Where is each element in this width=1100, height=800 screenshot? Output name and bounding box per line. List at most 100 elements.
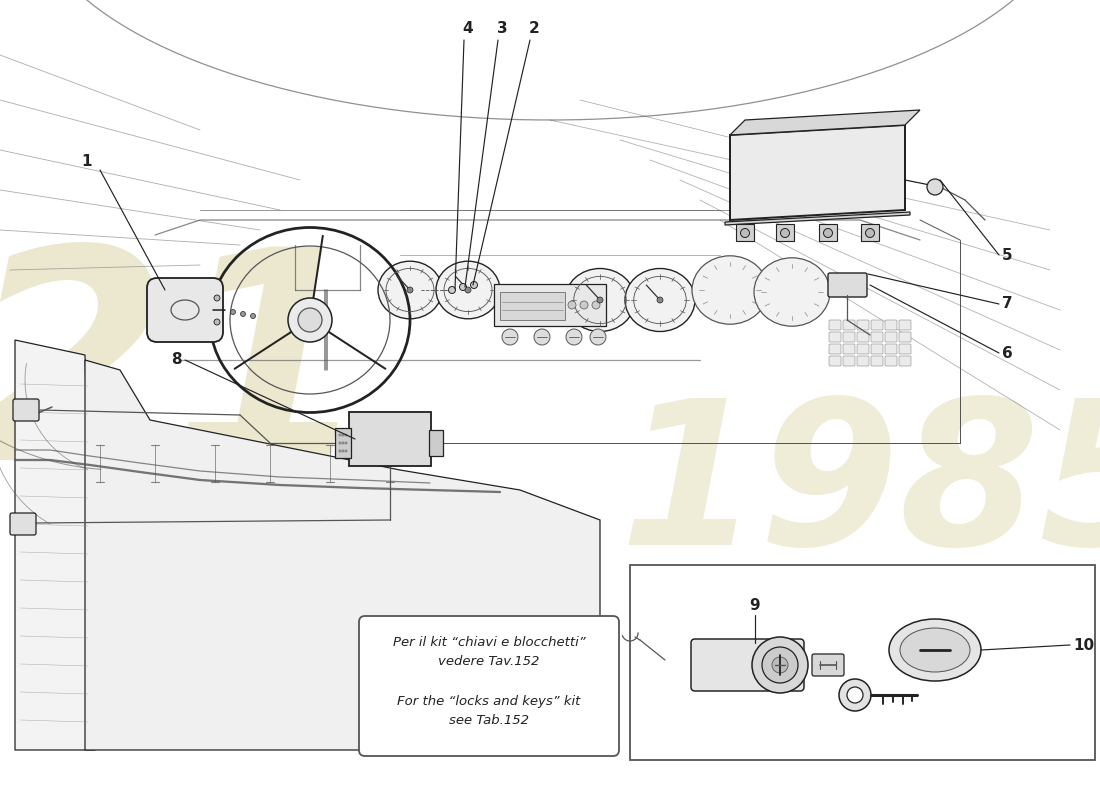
FancyBboxPatch shape — [843, 344, 855, 354]
FancyBboxPatch shape — [871, 332, 883, 342]
Ellipse shape — [565, 269, 635, 331]
Circle shape — [592, 301, 600, 309]
Circle shape — [344, 442, 348, 445]
FancyBboxPatch shape — [736, 224, 754, 241]
Ellipse shape — [889, 619, 981, 681]
Ellipse shape — [378, 261, 442, 318]
FancyBboxPatch shape — [336, 428, 351, 458]
FancyBboxPatch shape — [776, 224, 794, 241]
Circle shape — [580, 301, 588, 309]
FancyBboxPatch shape — [886, 344, 896, 354]
Circle shape — [866, 229, 874, 238]
FancyBboxPatch shape — [828, 273, 867, 297]
Circle shape — [214, 295, 220, 301]
Ellipse shape — [625, 269, 695, 331]
Ellipse shape — [436, 261, 500, 318]
Circle shape — [341, 442, 344, 445]
FancyBboxPatch shape — [871, 356, 883, 366]
Circle shape — [772, 657, 788, 673]
Circle shape — [460, 283, 466, 290]
Text: 6: 6 — [1002, 346, 1013, 361]
Circle shape — [288, 298, 332, 342]
FancyBboxPatch shape — [899, 332, 911, 342]
FancyBboxPatch shape — [147, 278, 223, 342]
Circle shape — [339, 434, 341, 437]
Circle shape — [298, 308, 322, 332]
Text: 1: 1 — [81, 154, 92, 170]
Text: For the “locks and keys” kit
see Tab.152: For the “locks and keys” kit see Tab.152 — [397, 695, 581, 727]
Text: 4: 4 — [463, 21, 473, 36]
Circle shape — [762, 647, 798, 683]
Circle shape — [847, 687, 864, 703]
FancyBboxPatch shape — [861, 224, 879, 241]
Circle shape — [231, 310, 235, 314]
FancyBboxPatch shape — [829, 344, 842, 354]
FancyBboxPatch shape — [13, 399, 39, 421]
Ellipse shape — [754, 258, 830, 326]
Circle shape — [502, 329, 518, 345]
Circle shape — [465, 287, 471, 293]
FancyBboxPatch shape — [829, 320, 842, 330]
FancyBboxPatch shape — [886, 356, 896, 366]
Circle shape — [752, 637, 808, 693]
Text: 7: 7 — [1002, 297, 1013, 311]
FancyBboxPatch shape — [820, 224, 837, 241]
FancyBboxPatch shape — [812, 654, 844, 676]
FancyBboxPatch shape — [857, 356, 869, 366]
FancyBboxPatch shape — [857, 344, 869, 354]
FancyBboxPatch shape — [886, 320, 896, 330]
Text: 10: 10 — [1072, 638, 1094, 653]
Circle shape — [740, 229, 749, 238]
Polygon shape — [85, 360, 600, 750]
Circle shape — [214, 319, 220, 325]
FancyBboxPatch shape — [10, 513, 36, 535]
FancyBboxPatch shape — [691, 639, 804, 691]
Text: 8: 8 — [172, 353, 182, 367]
Circle shape — [534, 329, 550, 345]
Text: 21: 21 — [0, 238, 373, 522]
Text: 2: 2 — [529, 21, 539, 36]
Circle shape — [839, 679, 871, 711]
FancyBboxPatch shape — [359, 616, 619, 756]
FancyBboxPatch shape — [843, 356, 855, 366]
FancyBboxPatch shape — [500, 292, 565, 320]
Text: 5: 5 — [1002, 247, 1013, 262]
Text: 9: 9 — [750, 598, 760, 613]
FancyBboxPatch shape — [630, 565, 1094, 760]
FancyBboxPatch shape — [886, 332, 896, 342]
Circle shape — [471, 282, 477, 289]
Circle shape — [344, 434, 348, 437]
Polygon shape — [725, 212, 910, 225]
FancyBboxPatch shape — [857, 332, 869, 342]
FancyBboxPatch shape — [857, 320, 869, 330]
FancyBboxPatch shape — [494, 284, 606, 326]
Text: 3: 3 — [497, 21, 507, 36]
FancyBboxPatch shape — [349, 412, 431, 466]
FancyBboxPatch shape — [843, 332, 855, 342]
Circle shape — [657, 297, 663, 303]
Circle shape — [251, 314, 255, 318]
Text: a passion for parts: a passion for parts — [241, 453, 579, 617]
Text: Per il kit “chiavi e blocchetti”
vedere Tav.152: Per il kit “chiavi e blocchetti” vedere … — [393, 636, 585, 668]
Ellipse shape — [900, 628, 970, 672]
Circle shape — [344, 450, 348, 453]
Circle shape — [339, 450, 341, 453]
Circle shape — [568, 301, 576, 309]
Polygon shape — [730, 125, 905, 220]
Circle shape — [597, 297, 603, 303]
FancyBboxPatch shape — [871, 320, 883, 330]
Circle shape — [339, 442, 341, 445]
Circle shape — [566, 329, 582, 345]
Circle shape — [824, 229, 833, 238]
Circle shape — [341, 434, 344, 437]
FancyBboxPatch shape — [871, 344, 883, 354]
Text: 1985: 1985 — [619, 393, 1100, 587]
FancyBboxPatch shape — [899, 356, 911, 366]
FancyBboxPatch shape — [429, 430, 443, 456]
Ellipse shape — [692, 256, 768, 324]
Polygon shape — [730, 110, 920, 135]
FancyBboxPatch shape — [829, 356, 842, 366]
Circle shape — [407, 287, 412, 293]
Circle shape — [781, 229, 790, 238]
FancyBboxPatch shape — [899, 320, 911, 330]
